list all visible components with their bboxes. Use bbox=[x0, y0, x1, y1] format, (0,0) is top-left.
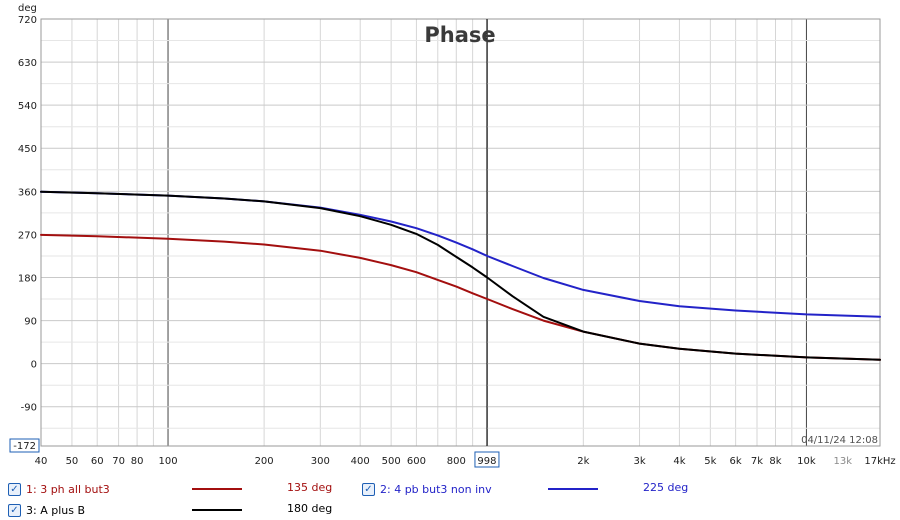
y-tick-label: 630 bbox=[18, 58, 37, 69]
y-tick-label: 720 bbox=[18, 15, 37, 26]
x-tick-label: 40 bbox=[35, 456, 48, 467]
cursor-x-box[interactable] bbox=[474, 451, 500, 468]
x-tick-label: 300 bbox=[311, 456, 330, 467]
legend-item-series-2[interactable]: 2: 4 pb but3 non inv bbox=[362, 480, 492, 498]
x-tick-label: 200 bbox=[255, 456, 274, 467]
series-2-swatch bbox=[548, 488, 598, 490]
x-tick-label: 80 bbox=[131, 456, 144, 467]
legend: 1: 3 ph all but3 135 deg 2: 4 pb but3 no… bbox=[0, 478, 900, 520]
plot-area bbox=[41, 19, 880, 446]
x-tick-label: 8k bbox=[769, 456, 781, 467]
x-tick-label: 400 bbox=[351, 456, 370, 467]
legend-item-series-3[interactable]: 3: A plus B bbox=[8, 501, 85, 519]
x-tick-label: 600 bbox=[407, 456, 426, 467]
y-tick-label: 180 bbox=[18, 273, 37, 284]
y-tick-label: 0 bbox=[31, 360, 37, 371]
series-1-swatch bbox=[192, 488, 242, 490]
x-tick-label: 2k bbox=[577, 456, 589, 467]
x-tick-label: 50 bbox=[66, 456, 79, 467]
y-axis-label: deg bbox=[18, 3, 37, 14]
x-tick-label: 70 bbox=[112, 456, 125, 467]
series-2-cursor-value: 225 deg bbox=[643, 481, 689, 494]
timestamp: 04/11/24 12:08 bbox=[801, 435, 878, 446]
series-3-swatch bbox=[192, 509, 242, 511]
cursor-x-label: 998 bbox=[477, 456, 496, 467]
series-1-cursor-value: 135 deg bbox=[287, 481, 333, 494]
x-tick-label: 4k bbox=[673, 456, 685, 467]
series-1-checkbox[interactable] bbox=[8, 482, 21, 496]
y-tick-label: 270 bbox=[18, 230, 37, 241]
x-tick-label: 100 bbox=[158, 456, 177, 467]
series-3-checkbox[interactable] bbox=[8, 503, 21, 517]
series-2-checkbox[interactable] bbox=[362, 482, 375, 496]
x-tick-label: 3k bbox=[633, 456, 645, 467]
plot-border bbox=[40, 18, 881, 447]
y-tick-label: 450 bbox=[18, 144, 37, 155]
y-tick-label: 540 bbox=[18, 101, 37, 112]
x-tick-label: 800 bbox=[447, 456, 466, 467]
x-tick-label: 13k bbox=[834, 456, 853, 467]
x-tick-label: 60 bbox=[91, 456, 104, 467]
phase-chart: 720 630 540 450 360 270 180 90 0 -90 -172 deg 40 50 60… bbox=[9, 3, 896, 468]
y-tick-label: 90 bbox=[24, 317, 37, 328]
y-tick-label: 360 bbox=[18, 187, 37, 198]
chart-title: Phase bbox=[424, 23, 495, 47]
legend-label: 3: A plus B bbox=[26, 503, 86, 517]
y-min-box[interactable] bbox=[9, 438, 40, 453]
y-tick-label: -90 bbox=[21, 403, 37, 414]
legend-item-series-1[interactable]: 1: 3 ph all but3 bbox=[8, 480, 110, 498]
y-min-label: -172 bbox=[13, 441, 36, 452]
x-tick-label: 7k bbox=[751, 456, 763, 467]
series-3-cursor-value: 180 deg bbox=[287, 502, 333, 515]
series-line-3 bbox=[40, 190, 881, 361]
legend-label: 1: 3 ph all but3 bbox=[26, 482, 110, 496]
x-tick-label: 17kHz bbox=[864, 456, 895, 467]
chart-svg: 720 630 540 450 360 270 180 90 0 -90 -172 deg 40 50 60… bbox=[9, 3, 896, 468]
x-tick-label: 10k bbox=[797, 456, 816, 467]
x-tick-label: 500 bbox=[382, 456, 401, 467]
legend-label: 2: 4 pb but3 non inv bbox=[380, 482, 492, 496]
x-tick-label: 6k bbox=[730, 456, 742, 467]
x-tick-label: 5k bbox=[704, 456, 716, 467]
